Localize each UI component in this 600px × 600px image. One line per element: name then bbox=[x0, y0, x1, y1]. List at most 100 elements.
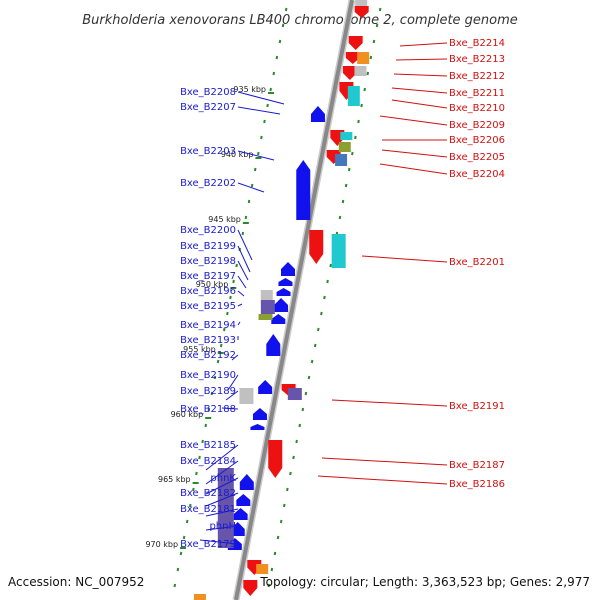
gene-label-bxe-b2184: Bxe_B2184 bbox=[180, 456, 236, 467]
gene-label-bxe-b2179: Bxe_B2179 bbox=[180, 539, 236, 550]
gene-label-bxe-b2206: Bxe_B2206 bbox=[449, 135, 505, 146]
cyan-feature-box bbox=[331, 234, 346, 268]
rail-dot bbox=[273, 551, 277, 556]
label-leader-lines bbox=[199, 42, 448, 545]
leader-line bbox=[231, 354, 239, 361]
gene-label-phnh: phnH bbox=[209, 521, 236, 532]
rail-dot bbox=[173, 583, 177, 588]
rail-dot bbox=[276, 535, 280, 540]
rail-dot bbox=[344, 183, 348, 188]
rail-dot bbox=[341, 199, 345, 204]
reverse-gene-arrow bbox=[276, 288, 291, 296]
leader-line bbox=[205, 477, 239, 495]
gene-label-bxe-b2194: Bxe_B2194 bbox=[180, 320, 236, 331]
rail-dot bbox=[232, 279, 235, 284]
gene-label-bxe-b2210: Bxe_B2210 bbox=[449, 103, 505, 114]
cyan-feature-box bbox=[340, 132, 353, 140]
leader-line bbox=[237, 150, 275, 161]
rail-dot bbox=[272, 71, 276, 76]
tick-dot-rails bbox=[173, 7, 382, 588]
gene-label-bxe-b2188: Bxe_B2188 bbox=[180, 404, 236, 415]
rail-dot bbox=[351, 151, 354, 156]
leader-line bbox=[237, 260, 249, 281]
rail-dot bbox=[304, 391, 308, 396]
rail-dot bbox=[210, 391, 214, 396]
forward-gene-arrow bbox=[348, 36, 363, 50]
rail-dot bbox=[176, 567, 180, 572]
gene-label-bxe-b2189: Bxe_B2189 bbox=[180, 386, 236, 397]
leader-line bbox=[379, 163, 448, 175]
scale-tick-label: 945 kbp bbox=[208, 215, 241, 224]
reverse-gene-arrow bbox=[236, 494, 251, 506]
gene-label-bxe-b2201: Bxe_B2201 bbox=[449, 257, 505, 268]
leader-line bbox=[205, 460, 239, 485]
rail-dot bbox=[313, 343, 317, 348]
map-title: Burkholderia xenovorans LB400 chromosome… bbox=[82, 13, 518, 28]
rail-dot bbox=[298, 423, 302, 428]
leader-line bbox=[205, 492, 239, 507]
scale-tick-label: 940 kbp bbox=[221, 150, 254, 159]
gene-labels: Bxe_B2214 Bxe_B2213 Bxe_B2212 Bxe_B2211 Bxe_… bbox=[180, 38, 505, 550]
rail-dot bbox=[357, 119, 360, 124]
gene-label-bxe-b2198: Bxe_B2198 bbox=[180, 256, 236, 267]
scale-tick-label: 960 kbp bbox=[171, 410, 204, 419]
rail-dot bbox=[192, 487, 195, 492]
gene-label-phnk: phnK bbox=[210, 473, 236, 484]
rail-dot bbox=[267, 583, 271, 588]
rail-dot bbox=[253, 167, 257, 172]
gene-label-bxe-b2190: Bxe_B2190 bbox=[180, 370, 236, 381]
rail-dot bbox=[289, 471, 292, 476]
accession-text: Accession: NC_007952 bbox=[8, 575, 144, 589]
rail-dot bbox=[216, 359, 220, 364]
leader-line bbox=[237, 275, 247, 289]
rail-dot bbox=[278, 39, 282, 44]
rail-dot bbox=[320, 311, 323, 316]
rail-dot bbox=[284, 7, 288, 12]
reverse-gene-arrow bbox=[274, 298, 289, 312]
leader-line bbox=[205, 508, 239, 517]
leader-line bbox=[399, 42, 448, 47]
leader-line bbox=[237, 106, 281, 115]
leader-line bbox=[199, 539, 239, 545]
rail-dot bbox=[307, 375, 311, 380]
steel-feature-box bbox=[335, 154, 348, 166]
rail-dot bbox=[366, 71, 370, 76]
rail-dot bbox=[338, 215, 342, 220]
grey-feature-box bbox=[239, 388, 254, 404]
reverse-gene-arrow bbox=[250, 424, 265, 430]
leader-line bbox=[379, 115, 448, 126]
leader-line bbox=[331, 399, 448, 407]
forward-gene-arrow bbox=[354, 6, 369, 18]
rail-dot bbox=[247, 199, 251, 204]
scale-tick-label: 970 kbp bbox=[145, 540, 178, 549]
scale-tick-label: 955 kbp bbox=[183, 345, 216, 354]
rail-dot bbox=[317, 327, 320, 332]
leader-line bbox=[381, 149, 448, 158]
leader-line bbox=[321, 457, 448, 466]
reverse-gene-arrow bbox=[239, 474, 254, 490]
rail-dot bbox=[266, 103, 269, 108]
rail-dot bbox=[281, 23, 285, 28]
forward-gene-arrow bbox=[243, 580, 258, 596]
rail-dot bbox=[226, 311, 229, 316]
chromosome-backbone bbox=[232, 0, 356, 600]
grey-feature-box bbox=[260, 290, 273, 300]
reverse-gene-arrow bbox=[233, 508, 248, 520]
rail-dot bbox=[378, 7, 382, 12]
olive-feature-box bbox=[258, 314, 273, 320]
leader-line bbox=[227, 374, 239, 391]
cyan-feature-box bbox=[347, 86, 360, 106]
leader-line bbox=[205, 444, 239, 471]
reverse-gene-arrow bbox=[266, 334, 281, 356]
scale-tick-label: 950 kbp bbox=[196, 280, 229, 289]
scale-ticks: 935 kbp 940 kbp 945 kbp 950 kbp 955 kbp 960 k… bbox=[145, 85, 275, 549]
gene-label-bxe-b2192: Bxe_B2192 bbox=[180, 350, 236, 361]
gene-label-bxe-b2209: Bxe_B2209 bbox=[449, 120, 505, 131]
leader-line bbox=[225, 390, 239, 401]
rail-dot bbox=[360, 103, 363, 108]
grey-feature-box bbox=[354, 66, 367, 76]
scale-tick-label: 965 kbp bbox=[158, 475, 191, 484]
rail-dot bbox=[263, 119, 266, 124]
gene-label-bxe-b2214: Bxe_B2214 bbox=[449, 38, 505, 49]
